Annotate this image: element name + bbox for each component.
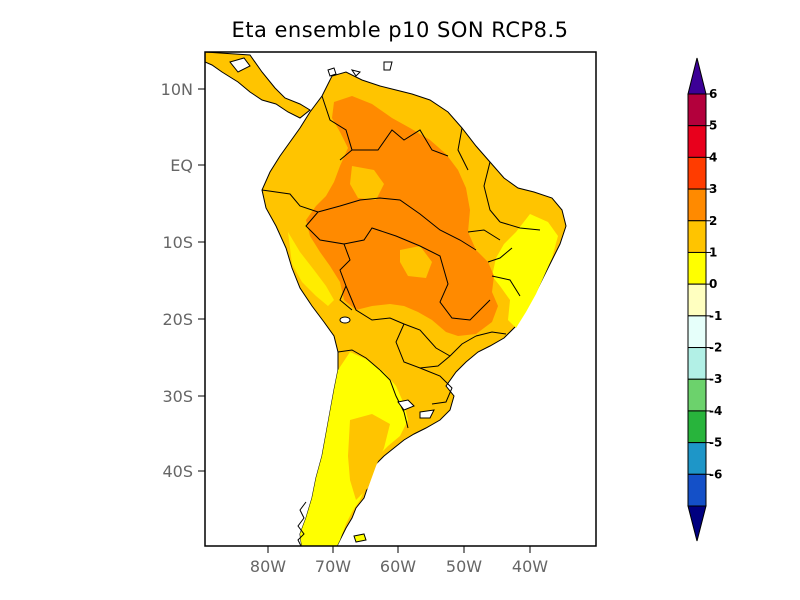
field-zone-amazon-cool-patch <box>350 166 384 200</box>
colorbar-swatch <box>687 378 707 412</box>
lagoa-icon-2 <box>419 409 435 419</box>
lat-label-30s: 30S <box>162 387 193 406</box>
map-title: Eta ensemble p10 SON RCP8.5 <box>231 18 569 42</box>
lat-labels: 10N EQ 10S 20S 30S 40S <box>161 80 193 481</box>
field-zone-northeast-brazil <box>492 214 558 328</box>
colorbar-swatch <box>687 315 707 349</box>
lat-label-eq: EQ <box>170 156 193 175</box>
colorbar-label: 6 <box>709 87 717 101</box>
colorbar-label: -2 <box>709 341 722 355</box>
lon-label-70w: 70W <box>315 557 351 576</box>
lat-ticks <box>198 88 205 472</box>
colorbar-swatch <box>687 347 707 380</box>
central-america <box>205 52 311 119</box>
colorbar-label: 0 <box>709 277 717 291</box>
lat-label-20s: 20S <box>162 310 193 329</box>
colorbar-swatch <box>687 283 707 317</box>
field-zone-patagonia-warm <box>348 414 390 500</box>
colorbar-swatch <box>687 220 707 253</box>
colorbar-swatch <box>687 156 707 190</box>
colorbar-labels: 6 5 4 3 2 1 0 -1 -2 -3 -4 -5 -6 <box>709 87 722 481</box>
colorbar-swatch <box>687 442 707 475</box>
colorbar-label: 2 <box>709 214 717 228</box>
colorbar-swatch <box>687 251 707 285</box>
colorbar-swatch <box>687 125 707 158</box>
caribbean-islands <box>229 57 393 77</box>
colorbar-swatch <box>687 93 707 127</box>
lon-ticks <box>267 546 531 553</box>
colorbar-label: -3 <box>709 372 722 386</box>
lagoa-icon <box>397 399 415 411</box>
colorbar: 6 5 4 3 2 1 0 -1 -2 -3 -4 -5 -6 <box>687 57 722 542</box>
lat-label-10n: 10N <box>161 80 193 99</box>
colorbar-swatch <box>687 188 707 222</box>
colorbar-label: -5 <box>709 436 722 450</box>
colorbar-label: 4 <box>709 150 717 164</box>
lake-icon <box>339 316 351 324</box>
field-zone-amazon-cool-patch-2 <box>400 246 432 278</box>
chile-fjord-coast <box>297 501 307 546</box>
colorbar-label: 1 <box>709 245 717 259</box>
map-field <box>205 52 567 546</box>
colorbar-label: -1 <box>709 309 722 323</box>
lat-label-10s: 10S <box>162 233 193 252</box>
colorbar-swatch <box>687 473 707 507</box>
map-frame <box>204 51 597 547</box>
colorbar-ticks <box>706 93 711 475</box>
lon-labels: 80W 70W 60W 50W 40W <box>250 557 548 576</box>
falkland-islands <box>353 533 367 543</box>
lon-label-50w: 50W <box>446 557 482 576</box>
field-zone-andes-west <box>288 232 334 306</box>
lon-label-80w: 80W <box>250 557 286 576</box>
colorbar-label: 5 <box>709 119 717 133</box>
lon-label-40w: 40W <box>512 557 548 576</box>
lon-label-60w: 60W <box>380 557 416 576</box>
colorbar-swatch <box>687 410 707 444</box>
colorbar-label: -6 <box>709 467 722 481</box>
colorbar-swatches <box>687 93 707 507</box>
field-zone-amazon <box>306 96 498 336</box>
country-borders <box>261 95 541 429</box>
colorbar-label: 3 <box>709 182 717 196</box>
colorbar-over-triangle <box>687 57 707 95</box>
colorbar-under-triangle <box>687 505 707 542</box>
lat-label-40s: 40S <box>162 462 193 481</box>
colorbar-label: -4 <box>709 404 722 418</box>
